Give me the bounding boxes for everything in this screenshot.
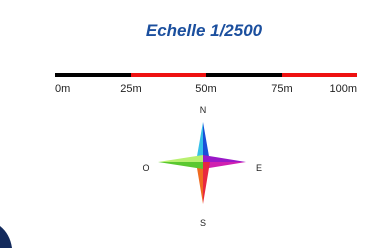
scale-segment <box>206 73 282 77</box>
map-legend: Echelle 1/2500 0m 25m 50m 75m 100m N E S… <box>0 0 382 248</box>
compass-label: E <box>256 163 262 173</box>
compass-label: N <box>200 105 207 115</box>
compass-label: S <box>200 218 206 228</box>
scale-segment <box>282 73 357 77</box>
scale-segment <box>55 73 131 77</box>
scale-bar <box>55 73 357 77</box>
scale-title: Echelle 1/2500 <box>146 21 263 40</box>
scale-label: 75m <box>271 83 292 95</box>
scale-segment <box>131 73 206 77</box>
scale-label: 100m <box>329 83 357 95</box>
scale-label: 25m <box>120 83 141 95</box>
scale-label: 50m <box>195 83 216 95</box>
compass-label: O <box>142 163 149 173</box>
scale-label: 0m <box>55 83 70 95</box>
